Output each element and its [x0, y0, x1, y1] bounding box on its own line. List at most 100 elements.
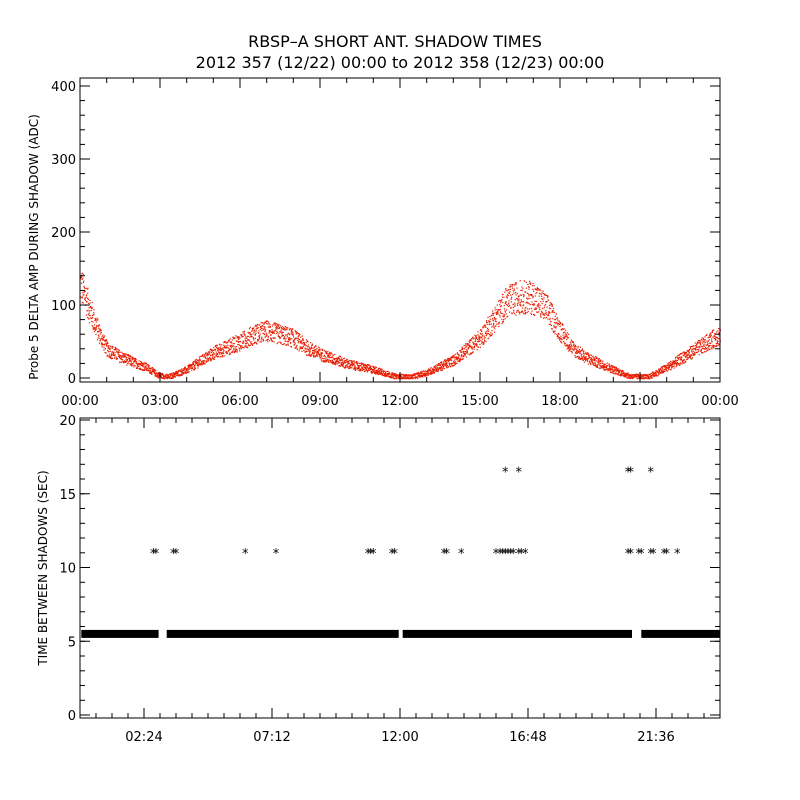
- delta-amp-point: [495, 311, 497, 314]
- delta-amp-point: [101, 346, 103, 348]
- delta-amp-point: [109, 350, 112, 352]
- delta-amp-point: [206, 360, 208, 362]
- delta-amp-point: [363, 370, 365, 372]
- delta-amp-point: [168, 374, 170, 376]
- delta-amp-point: [366, 365, 368, 367]
- delta-amp-point: [462, 358, 464, 360]
- delta-amp-point: [678, 358, 680, 360]
- delta-amp-point: [523, 313, 525, 315]
- delta-amp-point: [325, 360, 327, 363]
- delta-amp-point: [436, 364, 438, 366]
- delta-amp-point: [373, 367, 376, 369]
- delta-amp-point: [667, 363, 669, 365]
- delta-amp-point: [218, 352, 220, 354]
- delta-amp-point: [547, 296, 549, 298]
- delta-amp-point: [274, 337, 276, 339]
- delta-amp-point: [554, 330, 556, 332]
- delta-amp-point: [392, 377, 394, 379]
- delta-amp-point: [576, 352, 578, 355]
- delta-amp-point: [133, 366, 135, 368]
- delta-amp-point: [458, 356, 460, 358]
- delta-amp-point: [330, 352, 332, 354]
- delta-amp-point: [220, 355, 222, 357]
- delta-amp-point: [655, 375, 658, 377]
- delta-amp-point: [304, 348, 306, 350]
- delta-amp-point: [511, 284, 513, 286]
- delta-amp-point: [321, 360, 323, 362]
- delta-amp-point: [498, 309, 500, 311]
- delta-amp-point: [353, 368, 355, 370]
- delta-amp-point: [274, 324, 276, 326]
- delta-amp-point: [455, 363, 457, 365]
- delta-amp-point: [287, 341, 289, 343]
- delta-amp-point: [303, 342, 305, 344]
- delta-amp-point: [499, 308, 501, 311]
- delta-amp-point: [622, 370, 624, 372]
- delta-amp-point: [99, 340, 102, 342]
- delta-amp-point: [306, 354, 308, 356]
- delta-amp-point: [517, 302, 519, 304]
- delta-amp-point: [708, 342, 710, 344]
- delta-amp-point: [520, 305, 522, 307]
- x-tick-label: 18:00: [541, 394, 578, 409]
- delta-amp-point: [243, 340, 245, 343]
- delta-amp-point: [559, 321, 561, 323]
- delta-amp-point: [223, 341, 225, 343]
- delta-amp-point: [532, 303, 534, 305]
- delta-amp-point: [544, 313, 546, 315]
- delta-amp-point: [605, 369, 607, 371]
- delta-amp-point: [473, 342, 475, 344]
- delta-amp-point: [506, 297, 508, 299]
- delta-amp-point: [318, 349, 320, 351]
- x-tick-label: 21:36: [637, 730, 674, 745]
- delta-amp-point: [98, 342, 101, 344]
- delta-amp-point: [109, 345, 111, 347]
- delta-amp-point: [462, 358, 464, 361]
- delta-amp-point: [434, 366, 436, 368]
- delta-amp-point: [411, 378, 413, 380]
- delta-amp-point: [342, 365, 344, 367]
- delta-amp-point: [385, 373, 387, 375]
- delta-amp-point: [365, 364, 367, 366]
- delta-amp-point: [510, 307, 512, 309]
- delta-amp-point: [145, 369, 147, 371]
- delta-amp-point: [617, 373, 619, 375]
- delta-amp-point: [574, 355, 576, 357]
- delta-amp-point: [128, 357, 130, 359]
- delta-amp-point: [473, 348, 475, 350]
- delta-amp-point: [482, 334, 484, 336]
- delta-amp-point: [463, 344, 465, 347]
- delta-amp-point: [582, 351, 585, 353]
- delta-amp-point: [207, 360, 209, 362]
- delta-amp-point: [370, 371, 372, 373]
- delta-amp-point: [125, 359, 127, 361]
- delta-amp-point: [464, 353, 466, 355]
- delta-amp-point: [299, 348, 301, 350]
- delta-amp-point: [669, 368, 671, 371]
- delta-amp-point: [567, 345, 569, 347]
- delta-amp-point: [378, 373, 380, 375]
- delta-amp-point: [541, 292, 543, 294]
- delta-amp-point: [668, 366, 670, 368]
- delta-amp-point: [715, 338, 717, 340]
- delta-amp-point: [694, 353, 696, 355]
- delta-amp-point: [340, 365, 342, 367]
- delta-amp-point: [545, 311, 547, 314]
- delta-amp-point: [288, 338, 291, 340]
- delta-amp-point: [143, 362, 145, 364]
- delta-amp-point: [122, 360, 124, 363]
- delta-amp-point: [163, 376, 165, 379]
- delta-amp-point: [717, 337, 719, 339]
- delta-amp-point: [685, 353, 687, 355]
- delta-amp-point: [251, 335, 253, 338]
- delta-amp-point: [711, 341, 713, 343]
- delta-amp-point: [534, 314, 536, 316]
- delta-amp-point: [577, 351, 580, 353]
- delta-amp-point: [218, 348, 220, 350]
- delta-amp-point: [217, 348, 219, 350]
- delta-amp-point: [443, 363, 445, 365]
- delta-amp-point: [275, 333, 278, 335]
- delta-amp-point: [487, 333, 489, 335]
- delta-amp-point: [553, 331, 555, 333]
- delta-amp-point: [499, 314, 501, 316]
